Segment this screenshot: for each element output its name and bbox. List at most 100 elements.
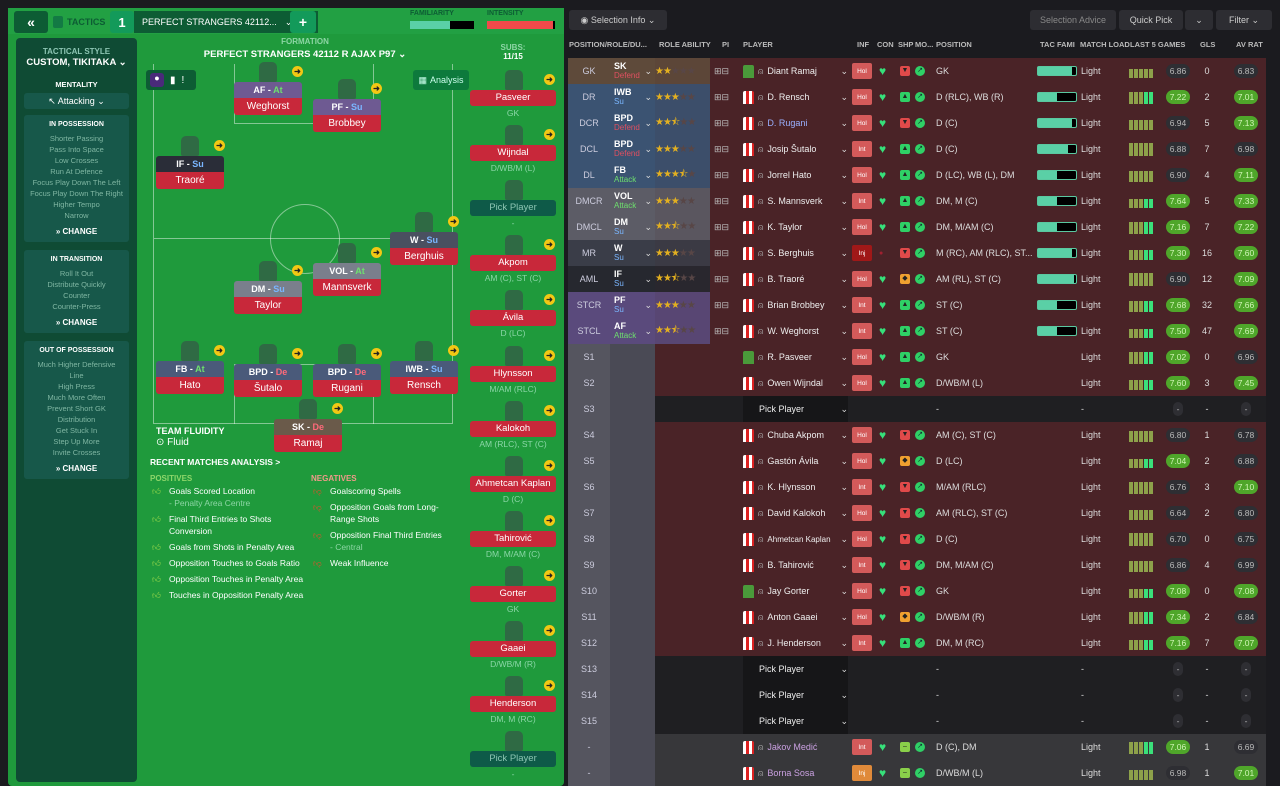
sub-player-select[interactable]: Gaaei [470,641,556,657]
player-name[interactable]: Šutalo [234,380,302,397]
pitch-player-card[interactable]: W - Su Berghuis [390,232,458,265]
role-cell[interactable]: BPD Defend ⌄ [610,136,655,162]
formation-select[interactable]: PERFECT STRANGERS 42112 R AJAX P97 ⌄ [203,49,407,60]
pi-icon[interactable]: ⊞⊟ [714,299,730,310]
swap-arrow-icon[interactable]: ➜ [544,239,555,251]
pi-icon[interactable]: ⊞⊟ [714,117,730,128]
player-name[interactable]: Hato [156,377,224,394]
info-badge[interactable]: Int [852,297,872,313]
info-badge[interactable]: Int [852,557,872,573]
squad-row[interactable]: S3 Pick Player ⌄ - - - - - [568,396,1266,422]
sub-player-select[interactable]: Gorter [470,585,556,602]
role-cell[interactable]: PF Su ⌄ [610,292,655,318]
player-select[interactable]: ⍝ Ahmetcan Kaplan ⌄ [743,526,848,552]
info-badge[interactable]: Hol [852,167,872,183]
pi-icon[interactable]: ⊞⊟ [714,273,730,284]
column-header[interactable]: GLS [1200,40,1216,49]
info-badge[interactable]: Inj [852,245,872,261]
role-select[interactable]: DM - Su [234,281,302,297]
swap-arrow-icon[interactable]: ➜ [544,74,555,85]
player-select[interactable]: ⍝ B. Traoré ⌄ [743,266,848,292]
sub-player-select[interactable]: Ahmetcan Kaplan [470,475,556,492]
swap-arrow-icon[interactable]: ➜ [448,345,459,356]
tactics-tab[interactable]: TACTICS [53,13,133,31]
role-cell[interactable]: VOL Attack ⌄ [610,188,655,214]
stats-view-icon[interactable]: ▮ [170,74,176,86]
sub-player-select[interactable]: Hlynsson [470,365,556,382]
pitch-player-card[interactable]: IWB - Su Rensch [390,361,458,394]
change-button[interactable]: » CHANGE [55,318,98,327]
squad-row[interactable]: S5 ⍝ Gastón Ávila ⌄ Hol ♥ ◆ ↗ D (LC) Light 7.04 2 6.… [568,448,1266,474]
column-header[interactable]: POSITION [936,40,972,49]
quick-pick-button[interactable]: Quick Pick [1119,10,1183,30]
role-select[interactable]: W - Su [390,232,458,248]
squad-row[interactable]: STCL AF Attack ⌄ ★★⯪★★ ⊞⊟ ⍝ W. Weghorst ⌄ Int ♥ ▲ ↗ S… [568,318,1266,344]
role-select[interactable]: IF - Su [156,156,224,172]
role-cell[interactable]: W Su ⌄ [610,240,655,266]
squad-row[interactable]: S10 ⍝ Jay Gorter ⌄ Hol ♥ ▼ ↗ GK Light 7.08 0 7.08 [568,578,1266,604]
info-badge[interactable]: Int [852,739,872,755]
selection-info-button[interactable]: ◉ Selection Info ⌄ [569,10,667,30]
player-name[interactable]: Rensch [390,377,458,394]
player-select[interactable]: ⍝ Gastón Ávila ⌄ [743,448,848,474]
filter-button[interactable]: Filter ⌄ [1216,10,1272,30]
swap-arrow-icon[interactable]: ➜ [292,265,303,276]
player-select[interactable]: ⍝ W. Weghorst ⌄ [743,318,848,344]
sub-player-select[interactable]: Wijndal [470,145,556,162]
player-select[interactable]: ⍝ J. Henderson ⌄ [743,630,848,656]
swap-arrow-icon[interactable]: ➜ [332,403,343,414]
role-cell[interactable]: SK Defend ⌄ [610,58,655,84]
info-badge[interactable]: Int [852,323,872,339]
squad-row[interactable]: DL FB Attack ⌄ ★★★⯪★ ⊞⊟ ⍝ Jorrel Hato ⌄ Hol ♥ ▲ ↗ D (… [568,162,1266,188]
info-badge[interactable]: Hol [852,63,872,79]
squad-row[interactable]: GK SK Defend ⌄ ★★★★★ ⊞⊟ ⍝ Diant Ramaj ⌄ Hol ♥ ▼ ↗ GK L… [568,58,1266,84]
role-select[interactable]: BPD - De [234,364,302,380]
player-select[interactable]: ⍝ D. Rensch ⌄ [743,84,848,110]
info-badge[interactable]: Inj [852,765,872,781]
info-badge[interactable]: Hol [852,89,872,105]
role-select[interactable]: VOL - At [313,263,381,279]
column-header[interactable]: MATCH LOAD [1080,40,1130,49]
column-header[interactable]: SHP [898,40,914,49]
info-badge[interactable]: Hol [852,271,872,287]
column-header[interactable]: LAST 5 GAMES [1130,40,1186,49]
back-button[interactable]: « [14,11,48,33]
squad-row[interactable]: DMCR VOL Attack ⌄ ★★★★★ ⊞⊟ ⍝ S. Mannsverk ⌄ Int ♥ ▲… [568,188,1266,214]
column-header[interactable]: POSITION/ROLE/DU... [569,40,647,49]
selection-advice-button[interactable]: Selection Advice [1030,10,1116,30]
squad-row[interactable]: S13 Pick Player ⌄ - - - - - [568,656,1266,682]
column-header[interactable]: INF [857,40,870,49]
squad-row[interactable]: S6 ⍝ K. Hlynsson ⌄ Int ♥ ▼ ↗ M/AM (RLC) Light 6.76… [568,474,1266,500]
squad-row[interactable]: - ⍝ Borna Sosa Inj ♥ – ↗ D/WB/M (L) Light 6.98 1 7.… [568,760,1266,786]
squad-row[interactable]: S1 ⍝ R. Pasveer ⌄ Hol ♥ ▲ ↗ GK Light 7.02 0 6.96 [568,344,1266,370]
info-badge[interactable]: Hol [852,219,872,235]
pi-icon[interactable]: ⊞⊟ [714,247,730,258]
swap-arrow-icon[interactable]: ➜ [544,569,555,581]
info-badge[interactable]: Hol [852,583,872,599]
info-badge[interactable]: Hol [852,115,872,131]
sub-player-select[interactable]: Pick Player [470,751,556,768]
role-select[interactable]: FB - At [156,361,224,377]
squad-row[interactable]: DCL BPD Defend ⌄ ★★★★★ ⊞⊟ ⍝ Josip Šutalo ⌄ Int ♥ ▲ ↗… [568,136,1266,162]
info-badge[interactable]: Hol [852,609,872,625]
tactic-slot[interactable]: 1 [110,11,134,33]
player-select[interactable]: ⍝ B. Tahirović ⌄ [743,552,848,578]
pitch-player-card[interactable]: VOL - At Mannsverk [313,263,381,296]
player-name[interactable]: Brobbey [313,115,381,132]
player-name[interactable]: Weghorst [234,98,302,115]
player-select[interactable]: Pick Player ⌄ [743,656,848,682]
info-badge[interactable]: Hol [852,453,872,469]
squad-row[interactable]: AML IF Su ⌄ ★★⯪★★ ⊞⊟ ⍝ B. Traoré ⌄ Hol ♥ ◆ ↗ AM (RL),… [568,266,1266,292]
swap-arrow-icon[interactable]: ➜ [214,345,225,356]
squad-row[interactable]: S11 ⍝ Anton Gaaei ⌄ Hol ♥ ◆ ↗ D/WB/M (R) Light 7.3… [568,604,1266,630]
mentality-select[interactable]: ↖ Attacking ⌄ [24,93,129,109]
sub-player-select[interactable]: Henderson [470,696,556,713]
pitch-player-card[interactable]: SK - De Ramaj [274,419,342,452]
role-cell[interactable]: BPD Defend ⌄ [610,110,655,136]
player-select[interactable]: Pick Player ⌄ [743,708,848,734]
column-header[interactable]: CON [877,40,894,49]
tactic-select[interactable]: PERFECT STRANGERS 42112... ⌄ [134,11,318,33]
pitch-player-card[interactable]: PF - Su Brobbey [313,99,381,132]
squad-row[interactable]: S15 Pick Player ⌄ - - - - - [568,708,1266,734]
player-select[interactable]: ⍝ Josip Šutalo ⌄ [743,136,848,162]
